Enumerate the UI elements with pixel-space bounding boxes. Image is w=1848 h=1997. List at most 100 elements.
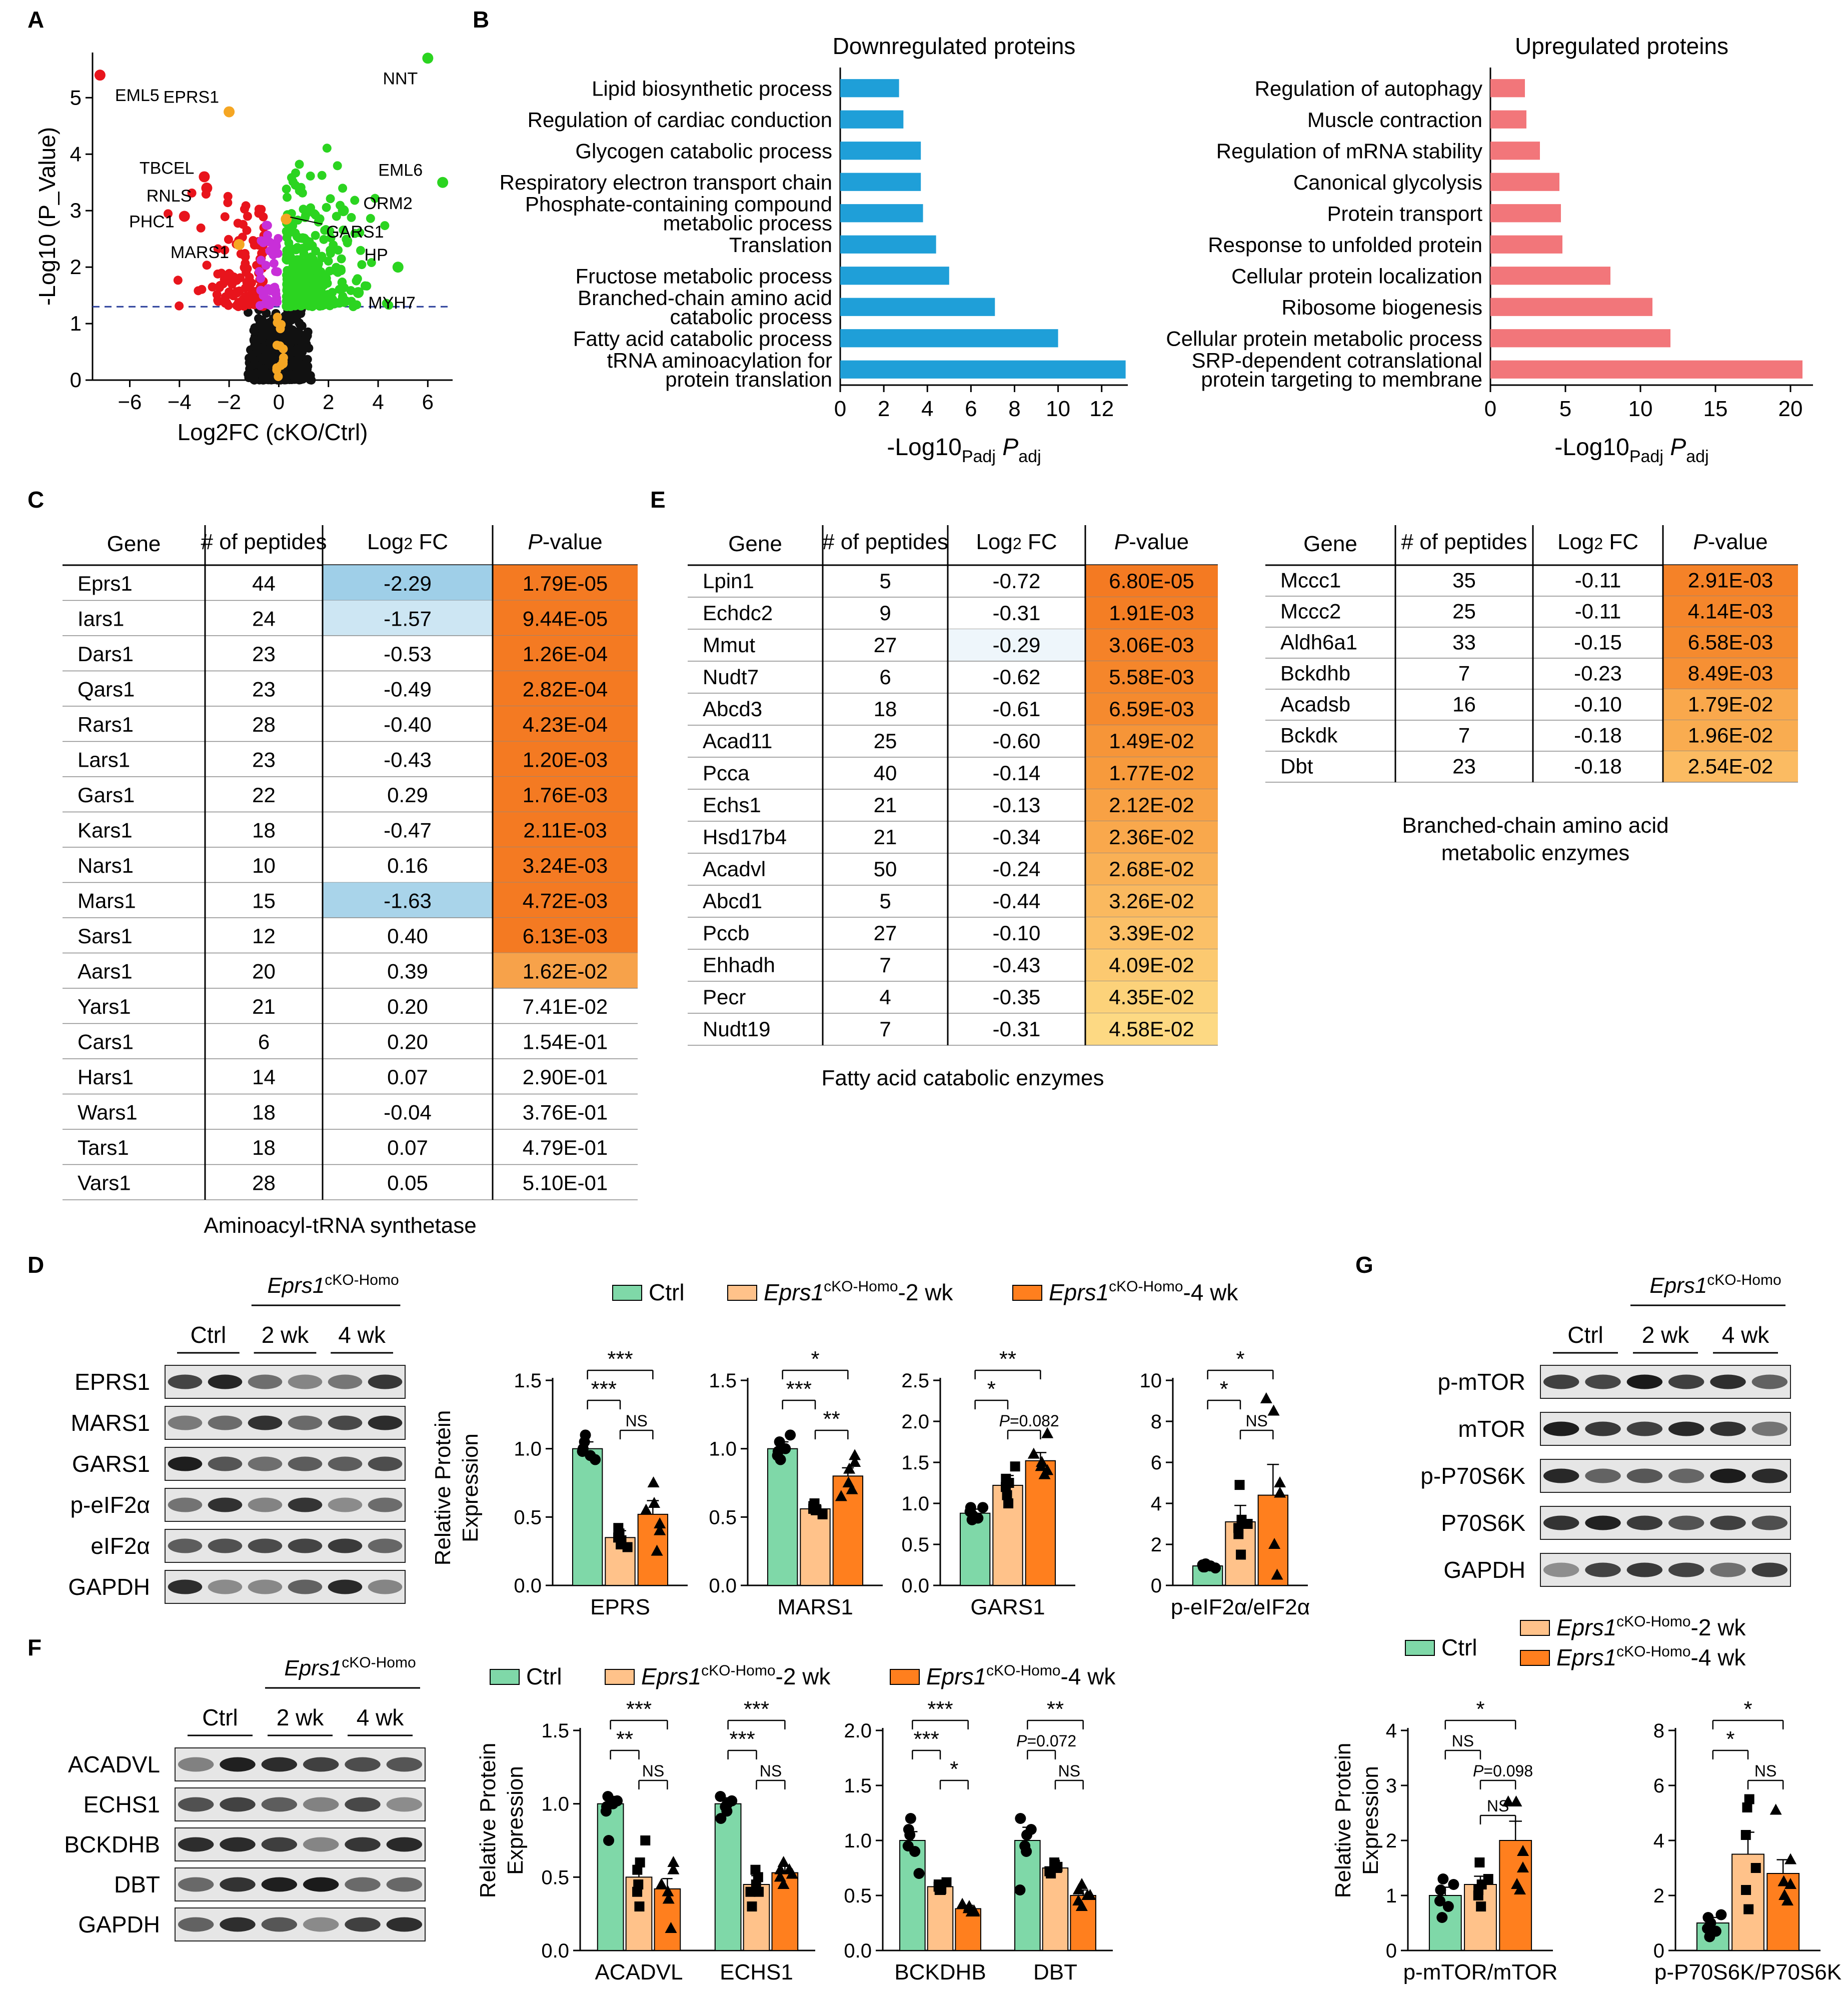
dot-up xyxy=(317,171,327,180)
y-tick-label: 0 xyxy=(70,368,82,392)
fa-p-cell-bg xyxy=(1085,757,1218,789)
d3-point xyxy=(1234,1480,1245,1490)
g-blot-band xyxy=(1751,1374,1788,1389)
fa-cell-pvalue: 2.36E-02 xyxy=(1109,825,1194,849)
g0-sig-label: * xyxy=(1476,1697,1484,1721)
dot-up xyxy=(340,298,349,307)
panel-letter-b: B xyxy=(473,7,489,33)
f1-sig-label: *** xyxy=(913,1727,939,1751)
aars-p-cell-bg xyxy=(493,953,638,988)
f-blot-band xyxy=(220,1797,256,1812)
d-blot-strip xyxy=(165,1447,406,1481)
f1-y-tick-label: 0.5 xyxy=(844,1885,872,1907)
bcaa-cell-pvalue: 1.96E-02 xyxy=(1688,724,1773,747)
d2-y-tick-label: 2.5 xyxy=(901,1370,929,1392)
dot-down xyxy=(232,288,242,298)
dot-up xyxy=(355,228,365,238)
aars-cell-gene: Rars1 xyxy=(78,713,134,736)
aars-cell-gene: Aars1 xyxy=(78,959,133,983)
d-blot-band xyxy=(168,1579,203,1594)
f1-category-label: BCKDHB xyxy=(894,1960,986,1984)
down-category-label: catabolic process xyxy=(670,305,833,329)
dot-down xyxy=(215,283,224,293)
f-legend-swatch xyxy=(490,1669,520,1685)
dot-up xyxy=(302,207,312,217)
g-blot-band xyxy=(1626,1374,1663,1389)
f-blot-band xyxy=(303,1877,339,1892)
fa-cell-pvalue: 1.91E-03 xyxy=(1109,601,1194,625)
fa-p-cell-bg xyxy=(1085,917,1218,949)
g-blot-label: p-P70S6K xyxy=(1420,1463,1525,1489)
d3-y-tick-label: 0 xyxy=(1151,1575,1162,1597)
dot-up xyxy=(306,171,315,181)
dot-down xyxy=(213,244,223,254)
aars-cell-gene: Yars1 xyxy=(78,995,131,1018)
up-x-axis-title: -Log10Padj Padj xyxy=(1554,434,1708,466)
f0-y-tick-label: 0.0 xyxy=(541,1940,569,1962)
d-blot-band xyxy=(168,1538,203,1553)
aars-cell-pvalue: 2.82E-04 xyxy=(523,677,608,701)
bcaa-caption: metabolic enzymes xyxy=(1441,841,1630,865)
aars-cell-peptides: 12 xyxy=(252,924,276,948)
bcaa-cell-fc: -0.11 xyxy=(1575,569,1621,592)
fa-cell-fc: -0.62 xyxy=(993,665,1041,689)
aars-cell-gene: Tars1 xyxy=(78,1136,129,1159)
g-blot-band xyxy=(1710,1374,1746,1389)
g-blot-band xyxy=(1668,1515,1704,1530)
f0-sig-label: NS xyxy=(760,1762,782,1780)
d-blot-band xyxy=(328,1374,363,1389)
up-bar xyxy=(1490,142,1540,160)
aars-cell-gene: Lars1 xyxy=(78,748,130,771)
f0-point xyxy=(747,1901,757,1911)
g-blot-band xyxy=(1668,1374,1704,1389)
down-x-tick-label: 0 xyxy=(834,397,846,421)
aars-cell-fc: 0.40 xyxy=(387,924,428,948)
d2-sig-label: ** xyxy=(999,1347,1016,1371)
g-y-axis-title: Expression xyxy=(1358,1766,1383,1875)
d1-bar xyxy=(767,1448,798,1586)
g1-point xyxy=(1744,1794,1754,1804)
f-blot-label: BCKDHB xyxy=(64,1831,160,1857)
f0-point xyxy=(601,1801,612,1812)
up-category-label: Regulation of mRNA stability xyxy=(1216,139,1482,163)
fa-header-gene: Gene xyxy=(728,532,782,556)
f-blot-band xyxy=(345,1757,381,1772)
f-blot-band xyxy=(261,1797,298,1812)
bcaa-p-cell-bg xyxy=(1663,658,1798,689)
fa-cell-peptides: 7 xyxy=(879,1017,891,1041)
dot-magenta xyxy=(265,246,275,256)
bcaa-cell-gene: Bckdk xyxy=(1280,724,1338,747)
f1-sig-label: *** xyxy=(927,1697,953,1721)
g0-point xyxy=(1448,1879,1459,1890)
up-category-label: Ribosome biogenesis xyxy=(1281,296,1482,319)
d-blot-band xyxy=(208,1579,243,1594)
g-blot-band xyxy=(1543,1421,1579,1436)
bcaa-cell-pvalue: 8.49E-03 xyxy=(1688,662,1773,685)
f-blot-band xyxy=(303,1757,339,1772)
g1-point xyxy=(1778,1889,1791,1900)
aars-cell-pvalue: 6.13E-03 xyxy=(523,924,608,948)
dot-up xyxy=(302,262,311,272)
g-blot-band xyxy=(1585,1562,1621,1577)
aars-cell-peptides: 28 xyxy=(252,1171,276,1194)
fa-cell-gene: Lpin1 xyxy=(703,569,754,593)
dot-up xyxy=(329,240,338,250)
fa-p-cell-bg xyxy=(1085,821,1218,853)
f1-point xyxy=(909,1846,921,1857)
aars-cell-fc: 0.20 xyxy=(387,1030,428,1053)
dot-labeled xyxy=(437,177,449,188)
up-category-label: protein targeting to membrane xyxy=(1201,368,1482,391)
f0-category-label: ECHS1 xyxy=(720,1960,793,1984)
g1-point xyxy=(1777,1875,1790,1886)
g-blot-band xyxy=(1668,1562,1704,1577)
aars-header-peptides: # of peptides xyxy=(201,530,327,554)
g1-sig-label: NS xyxy=(1754,1762,1776,1780)
f-blot-band xyxy=(220,1757,256,1772)
d2-point xyxy=(965,1502,976,1513)
panel-d: Eprs1cKO-Homo Ctrl 2 wk 4 wk EPRS1 MARS1 GARS1… xyxy=(68,1272,1310,1619)
fa-cell-pvalue: 6.59E-03 xyxy=(1109,697,1194,721)
d0-bar xyxy=(572,1448,603,1586)
d-blot-gene: Eprs1cKO-Homo xyxy=(267,1272,399,1298)
aars-cell-peptides: 18 xyxy=(252,818,276,842)
d-legend-swatch xyxy=(1012,1285,1042,1301)
